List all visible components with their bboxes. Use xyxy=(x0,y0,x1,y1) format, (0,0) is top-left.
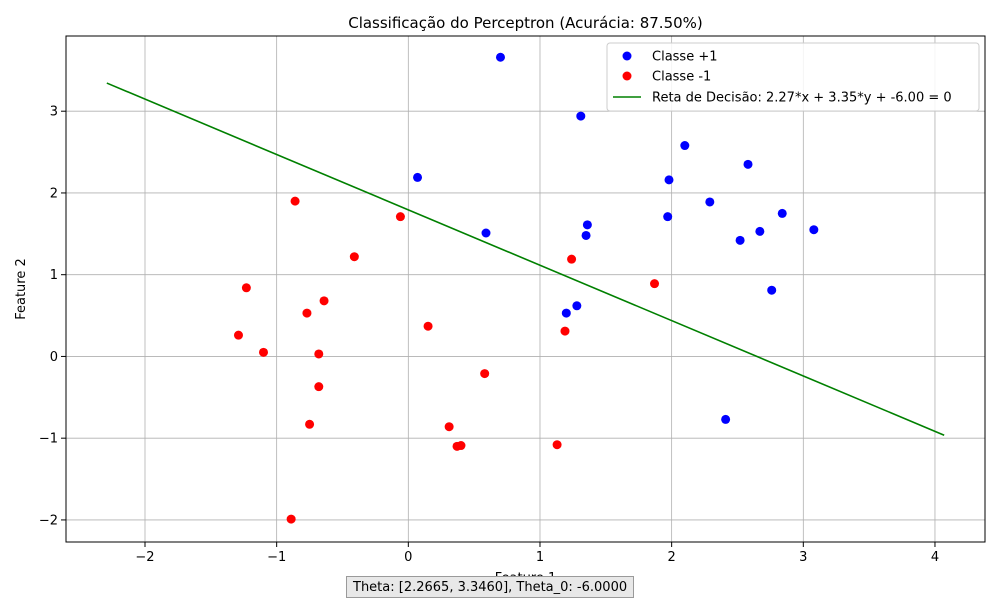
point-classe-pos xyxy=(767,285,777,295)
point-classe-pos xyxy=(481,228,491,238)
plot-frame xyxy=(65,35,986,543)
point-classe-pos xyxy=(705,197,715,207)
point-classe-pos xyxy=(664,175,674,185)
point-classe-neg xyxy=(233,330,243,340)
point-classe-neg xyxy=(560,326,570,336)
y-tick-label: −2 xyxy=(39,513,58,528)
point-classe-pos xyxy=(576,111,586,121)
point-classe-pos xyxy=(561,308,571,318)
decision-line-layer xyxy=(106,82,945,436)
point-classe-neg xyxy=(423,321,433,331)
x-tick-label: 3 xyxy=(799,550,807,565)
point-classe-pos xyxy=(581,230,591,240)
point-classe-pos xyxy=(495,52,505,62)
point-classe-neg xyxy=(302,308,312,318)
x-tick-label: −2 xyxy=(135,550,154,565)
point-classe-pos xyxy=(735,235,745,245)
point-classe-pos xyxy=(680,141,690,151)
point-classe-pos xyxy=(809,225,819,235)
y-tick-label: 2 xyxy=(50,186,58,201)
x-tick-label: 1 xyxy=(536,550,544,565)
grid xyxy=(66,36,985,542)
ticks-layer: −2 −1 0 1 2 3 4 −2 −1 0 1 2 3 xyxy=(39,105,939,565)
y-tick-label: −1 xyxy=(39,432,58,447)
x-tick-label: 0 xyxy=(404,550,412,565)
point-classe-pos xyxy=(413,172,423,182)
point-classe-neg xyxy=(241,283,251,293)
point-classe-neg xyxy=(286,514,296,524)
point-classe-neg xyxy=(258,347,268,357)
x-tick-label: 2 xyxy=(668,550,676,565)
point-classe-neg xyxy=(319,296,329,306)
point-classe-neg xyxy=(314,349,324,359)
legend-box xyxy=(606,42,980,112)
point-classe-neg xyxy=(567,254,577,264)
legend: Classe +1 Classe -1 Reta de Decisão: 2.2… xyxy=(606,42,980,112)
point-classe-pos xyxy=(582,220,592,230)
point-classe-neg xyxy=(480,369,490,379)
legend-entry-classe-pos: Classe +1 xyxy=(652,50,718,65)
chart-title: Classificação do Perceptron (Acurácia: 8… xyxy=(348,14,703,32)
theta-readout: Theta: [2.2665, 3.3460], Theta_0: -6.000… xyxy=(346,576,635,598)
point-classe-neg xyxy=(349,252,359,262)
legend-marker-classe-neg xyxy=(622,71,632,81)
y-axis-label: Feature 2 xyxy=(14,258,29,320)
y-tick-label: 1 xyxy=(50,268,58,283)
point-classe-neg xyxy=(314,382,324,392)
point-classe-neg xyxy=(290,196,300,206)
point-classe-pos xyxy=(663,212,673,222)
x-tick-label: 4 xyxy=(931,550,939,565)
decision-line xyxy=(106,82,945,436)
y-tick-label: 0 xyxy=(50,350,58,365)
legend-marker-classe-pos xyxy=(622,51,632,61)
x-tick-label: −1 xyxy=(267,550,286,565)
point-classe-neg xyxy=(444,422,454,432)
point-classe-neg xyxy=(456,441,466,451)
point-classe-neg xyxy=(395,212,405,222)
legend-entry-classe-neg: Classe -1 xyxy=(652,70,711,85)
point-classe-neg xyxy=(650,279,660,289)
y-tick-label: 3 xyxy=(50,105,58,120)
point-classe-neg xyxy=(305,419,315,429)
point-classe-pos xyxy=(777,208,787,218)
point-classe-pos xyxy=(743,159,753,169)
point-classe-neg xyxy=(552,440,562,450)
points-layer xyxy=(233,52,819,524)
legend-entry-decision-line: Reta de Decisão: 2.27*x + 3.35*y + -6.00… xyxy=(652,91,952,106)
point-classe-pos xyxy=(572,301,582,311)
point-classe-pos xyxy=(721,414,731,424)
point-classe-pos xyxy=(755,226,765,236)
